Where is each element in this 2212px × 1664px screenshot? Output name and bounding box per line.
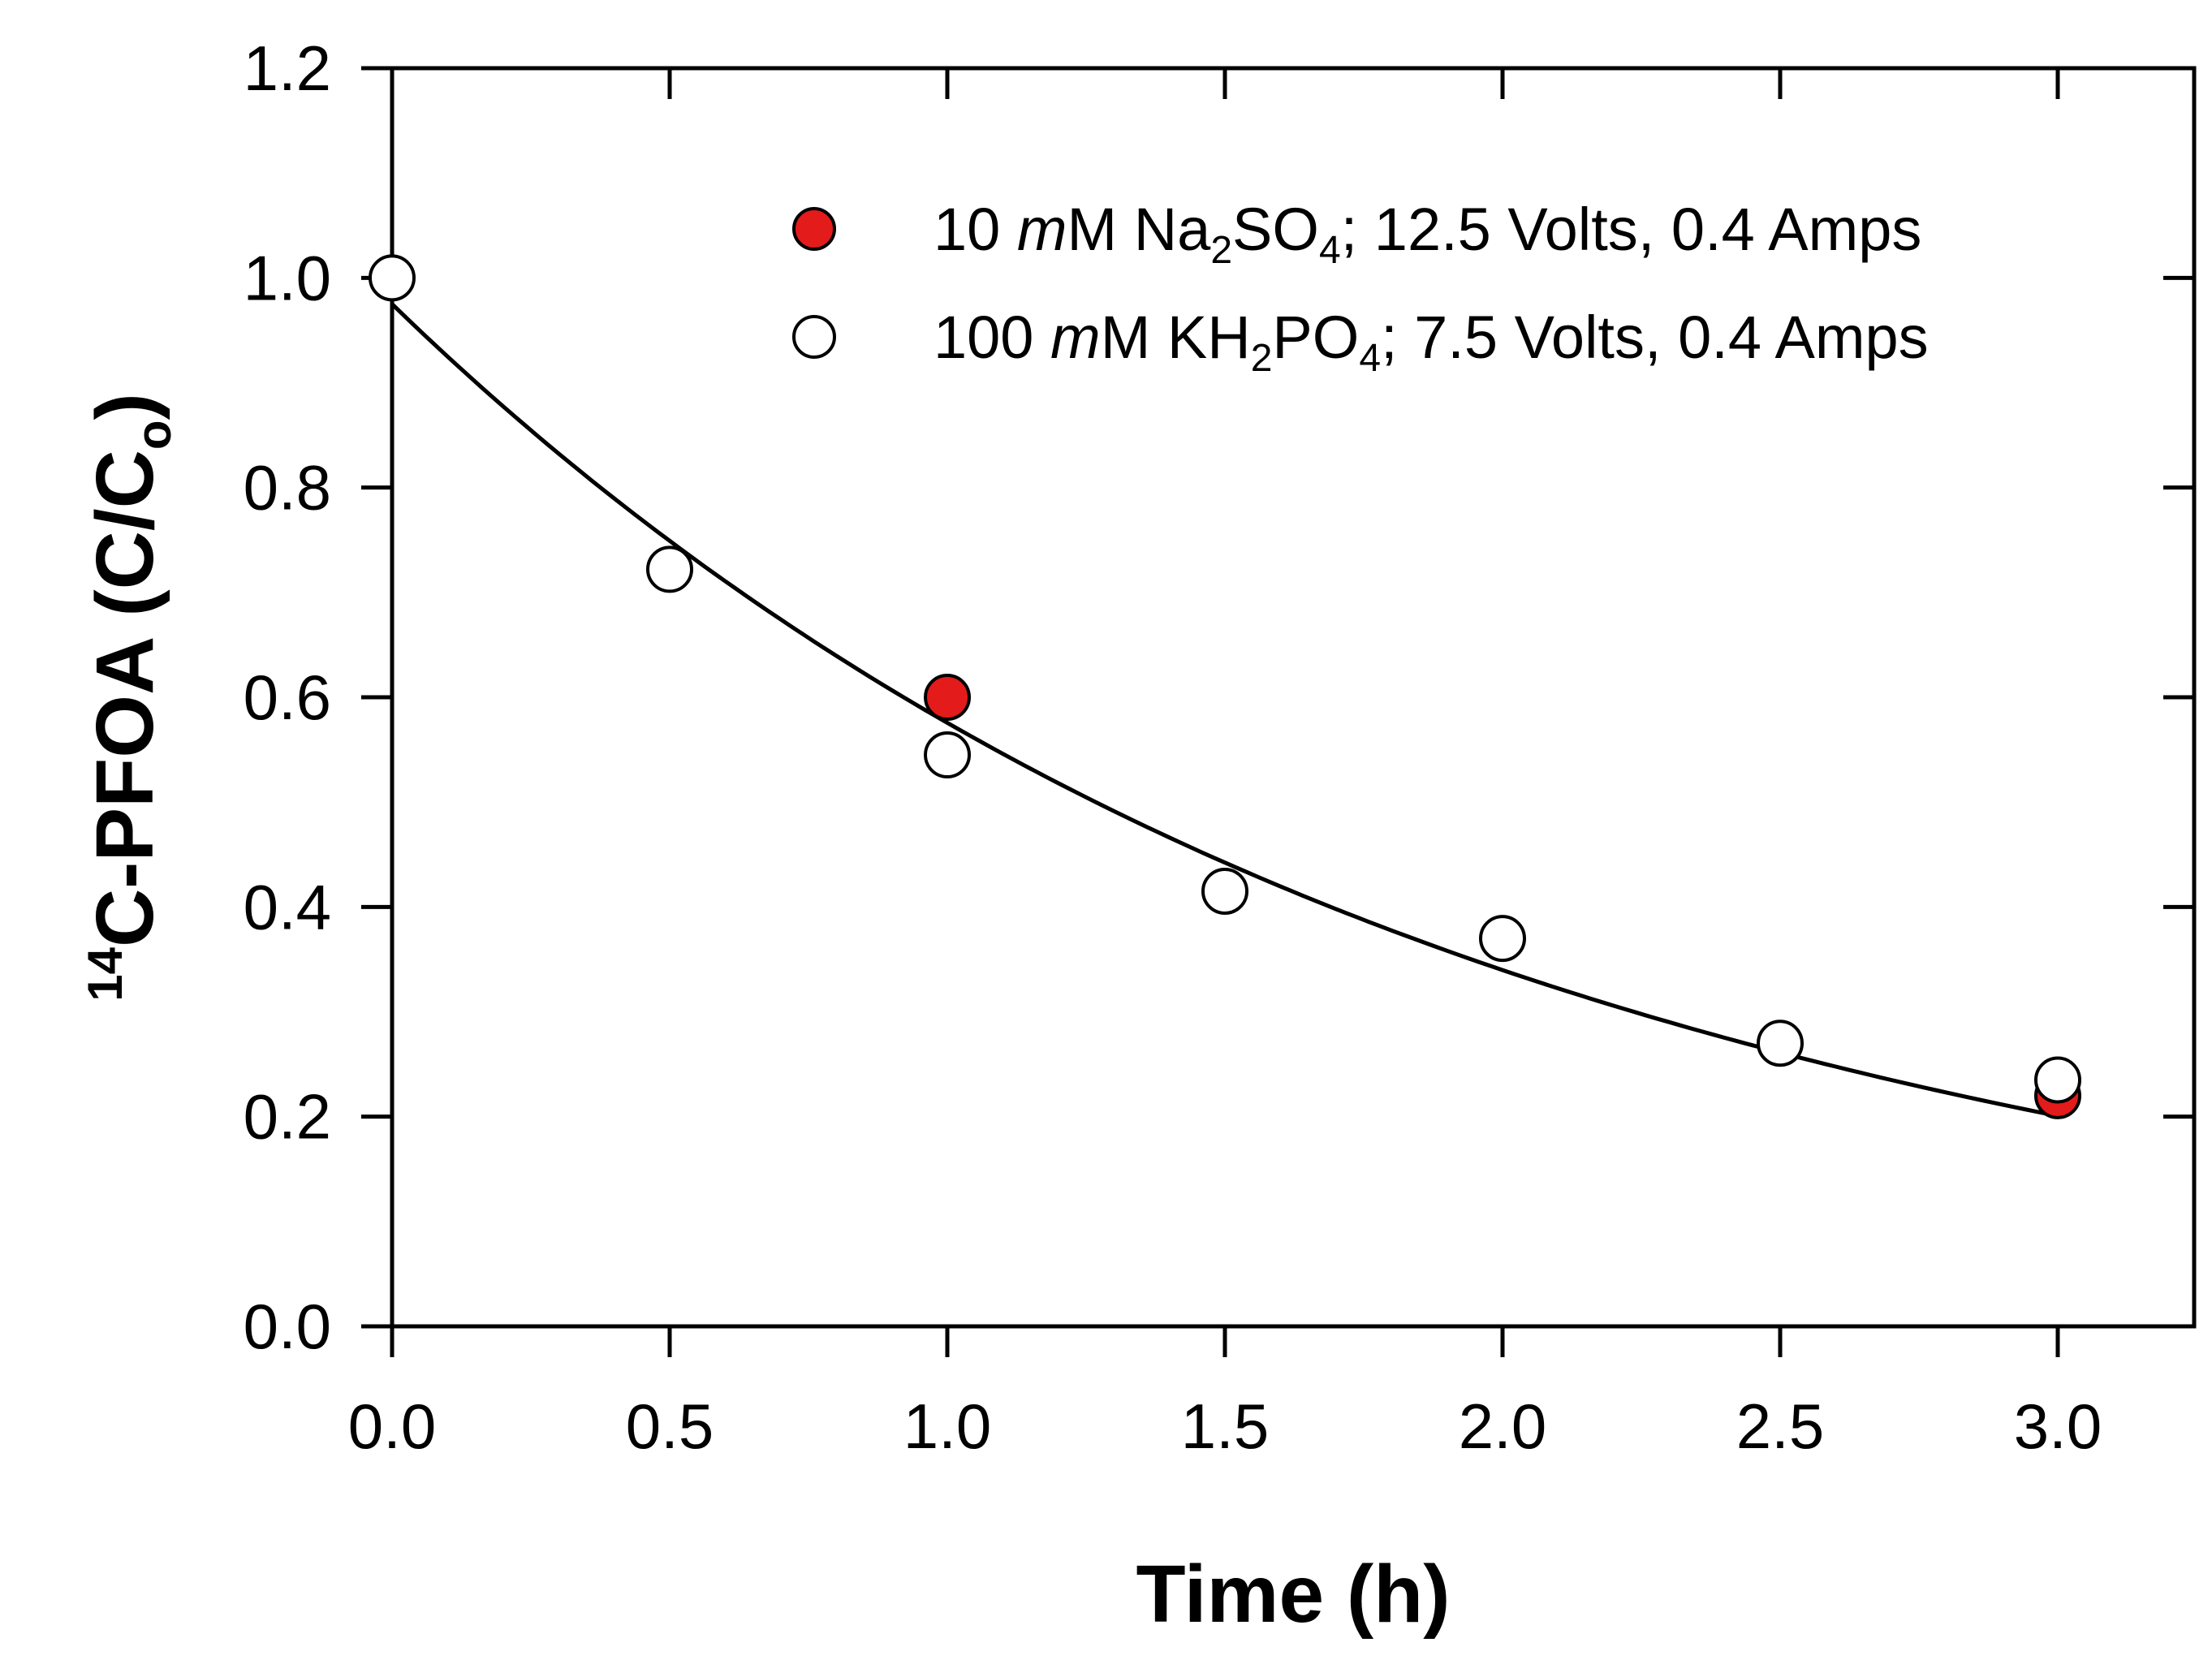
y-axis-title-main: C-PFOA (C/C (80, 450, 170, 947)
x-tick-label: 2.0 (1459, 1390, 1546, 1462)
marker-series-2 (1201, 867, 1248, 915)
marker-series-2 (924, 731, 971, 779)
fit-curve (390, 302, 2059, 1119)
marker-series-2 (646, 545, 693, 593)
y-axis-title: 14C-PFOA (C/Co) (78, 393, 181, 1002)
y-tick-label: 0.4 (244, 871, 331, 942)
y-axis-title-suffix: ) (80, 393, 170, 420)
y-tick-label: 0.2 (244, 1081, 331, 1153)
y-tick-label: 1.0 (244, 242, 331, 313)
y-axis-title-superscript: 14 (78, 946, 132, 1001)
y-axis-ticks: 0.0 0.2 0.4 0.6 0.8 1.0 1.2 (244, 32, 2194, 1362)
marker-series-2 (1757, 1020, 1804, 1067)
legend-label: 100 mM KH2PO4; 7.5 Volts, 0.4 Amps (934, 304, 1929, 380)
x-tick-label: 0.0 (348, 1390, 436, 1462)
y-tick-label: 0.8 (244, 452, 331, 524)
y-axis-title-subscript: o (127, 420, 181, 450)
marker-series-1 (924, 674, 971, 721)
marker-series-2 (369, 254, 416, 302)
marker-series-2 (2034, 1056, 2081, 1104)
x-tick-label: 1.5 (1181, 1390, 1269, 1462)
x-axis-title: Time (h) (1136, 1549, 1450, 1640)
legend-marker (792, 207, 836, 251)
x-tick-label: 2.5 (1736, 1390, 1824, 1462)
y-tick-label: 0.0 (244, 1291, 331, 1362)
x-tick-label: 3.0 (2014, 1390, 2102, 1462)
data-markers (369, 254, 2081, 1119)
legend: 10 mM Na2SO4; 12.5 Volts, 0.4 Amps 100 mM… (792, 196, 1929, 380)
marker-series-2 (1479, 915, 1526, 963)
x-tick-label: 1.0 (903, 1390, 991, 1462)
x-tick-label: 0.5 (626, 1390, 714, 1462)
legend-marker (792, 315, 836, 359)
y-tick-label: 1.2 (244, 32, 331, 104)
x-axis-ticks: 0.0 0.5 1.0 1.5 2.0 2.5 3.0 (348, 68, 2102, 1462)
y-tick-label: 0.6 (244, 662, 331, 733)
legend-label: 10 mM Na2SO4; 12.5 Volts, 0.4 Amps (934, 196, 1921, 272)
